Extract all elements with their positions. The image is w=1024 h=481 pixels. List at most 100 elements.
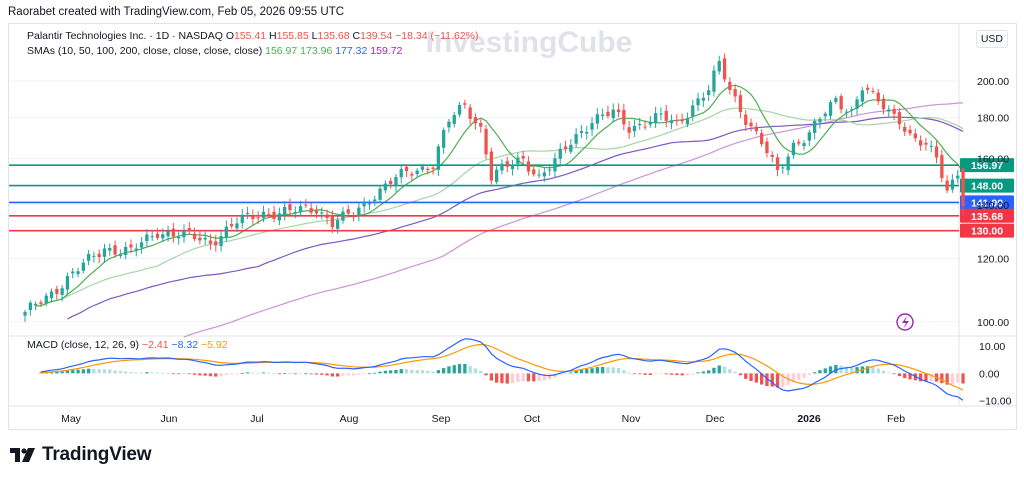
candle-body <box>908 129 912 134</box>
candle-body <box>728 82 732 90</box>
candle-body <box>579 131 584 133</box>
macd-histogram-bar <box>850 367 854 374</box>
candle <box>102 244 107 263</box>
candle <box>500 159 504 175</box>
lightning-icon[interactable] <box>896 313 914 331</box>
candle-body <box>919 140 923 146</box>
candle <box>463 99 467 109</box>
candle <box>510 159 515 176</box>
candle-body <box>288 204 292 211</box>
candle-body <box>744 114 748 125</box>
candle-body <box>325 214 329 218</box>
time-tick-label: Dec <box>706 413 725 425</box>
ohlc-key-l: L <box>308 30 318 42</box>
candle-body <box>881 98 886 110</box>
macd-histogram-bar <box>516 373 520 383</box>
legend-symbol-row: Palantir Technologies Inc. · 1D · NASDAQ… <box>27 30 478 42</box>
candle-body <box>839 96 843 110</box>
candle-body <box>161 234 165 239</box>
candle <box>495 165 499 185</box>
macd-histogram-bar <box>65 370 70 374</box>
candle <box>934 141 939 164</box>
macd-histogram-bar <box>722 366 727 374</box>
candle <box>65 272 70 296</box>
candle <box>108 243 112 256</box>
ohlc-key-h: H <box>266 30 277 42</box>
candle <box>272 205 276 223</box>
candle-body <box>495 169 499 182</box>
candle-body <box>383 183 387 191</box>
macd-histogram-bar <box>945 373 949 385</box>
candle <box>457 101 462 118</box>
candle-body <box>956 175 960 179</box>
candle <box>956 170 960 184</box>
candle-body <box>336 220 340 229</box>
candle-body <box>426 168 430 171</box>
macd-histogram-bar <box>420 370 425 374</box>
macd-histogram-bar <box>150 372 154 374</box>
macd-histogram-bar <box>622 370 626 374</box>
macd-histogram-bar <box>844 366 849 374</box>
candle-body <box>733 89 737 97</box>
candle <box>235 217 239 233</box>
candle <box>394 174 398 192</box>
candle <box>516 152 520 171</box>
candle-body <box>277 213 281 221</box>
level-tag-text: 148.00 <box>971 181 1003 193</box>
candle-body <box>664 110 668 121</box>
macd-histogram-bar <box>675 373 679 376</box>
candle <box>309 202 313 216</box>
candle-body <box>55 288 59 294</box>
candle <box>505 156 509 173</box>
macd-histogram-bar <box>272 373 276 375</box>
candle <box>219 229 223 252</box>
level-tag-bg <box>960 195 1014 210</box>
macd-histogram-bar <box>410 369 414 374</box>
candle <box>823 111 827 122</box>
macd-histogram-bar <box>367 373 372 375</box>
candle-body <box>802 143 806 147</box>
macd-histogram-bar <box>537 373 541 382</box>
candle <box>251 209 255 226</box>
candle-body <box>754 126 758 132</box>
candle-body <box>590 123 594 130</box>
macd-histogram-bar <box>214 373 218 377</box>
candle <box>717 55 721 75</box>
price-chart[interactable]: InvestingCube 156.97 148.00 141.00 135.68 13… <box>9 24 1016 429</box>
candle <box>919 135 923 151</box>
candle-body <box>871 91 875 92</box>
macd-histogram-bar <box>436 370 440 374</box>
candle-body <box>510 164 515 170</box>
currency-button[interactable]: USD <box>975 30 1008 48</box>
macd-histogram-bar <box>680 373 684 376</box>
candle <box>924 137 928 151</box>
candle <box>537 169 541 179</box>
candle-body <box>28 302 32 310</box>
candle <box>638 117 642 130</box>
macd-histogram-bar <box>415 370 419 374</box>
candle-body <box>298 206 303 212</box>
candle-body <box>293 211 297 213</box>
ohlc-value-h: 155.85 <box>276 30 309 42</box>
candle-body <box>844 111 849 113</box>
candle-body <box>675 119 679 122</box>
candle <box>198 231 202 245</box>
candle <box>97 249 101 264</box>
candle <box>161 228 165 243</box>
candle-body <box>781 167 785 169</box>
candle <box>49 288 54 303</box>
tradingview-brand: TradingView <box>10 444 152 466</box>
candle-body <box>108 248 112 251</box>
candle-body <box>680 119 684 122</box>
candle <box>712 65 716 97</box>
candle <box>351 211 356 222</box>
candle-body <box>118 254 122 256</box>
macd-histogram-bar <box>738 373 743 376</box>
candle <box>675 114 679 126</box>
candle-body <box>182 230 186 238</box>
candle-body <box>892 108 896 114</box>
candle-body <box>606 111 610 117</box>
macd-histogram-bar <box>304 373 308 375</box>
candle-body <box>532 169 536 175</box>
macd-histogram-bar <box>113 370 117 374</box>
